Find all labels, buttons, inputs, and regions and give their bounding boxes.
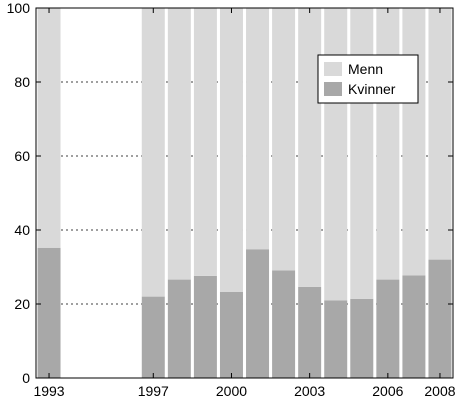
bar-kvinner-1993 <box>37 247 61 378</box>
legend-swatch-kvinner <box>324 82 342 96</box>
bar-menn-2008 <box>428 8 452 260</box>
y-tick-label-100: 100 <box>7 0 31 16</box>
plot-frame <box>35 7 454 379</box>
bar-menn-2003 <box>298 8 322 287</box>
y-tick-label-60: 60 <box>14 148 30 164</box>
x-tick-label-2000: 2000 <box>216 383 247 399</box>
bar-menn-2007 <box>402 8 426 276</box>
bar-kvinner-2008 <box>428 259 452 378</box>
bar-menn-2004 <box>324 8 348 301</box>
bar-menn-1993 <box>37 8 61 248</box>
y-axis-ticks: 0 20 40 60 80 100 <box>7 0 453 386</box>
x-tick-label-2006: 2006 <box>372 383 403 399</box>
y-tick-label-40: 40 <box>14 222 30 238</box>
axes <box>35 7 454 379</box>
bar-menn-2001 <box>246 8 270 250</box>
legend-label-kvinner: Kvinner <box>348 81 396 97</box>
x-tick-label-2003: 2003 <box>294 383 325 399</box>
y-tick-label-0: 0 <box>22 370 30 386</box>
x-tick-label-1997: 1997 <box>138 383 169 399</box>
bar-kvinner-2006 <box>376 279 400 378</box>
bar-menn-1997 <box>141 8 165 297</box>
y-tick-label-80: 80 <box>14 74 30 90</box>
bar-menn-2002 <box>272 8 296 271</box>
bar-menn-1998 <box>167 8 191 280</box>
bar-kvinner-1999 <box>193 275 217 378</box>
legend-swatch-menn <box>324 62 342 76</box>
bar-kvinner-1998 <box>167 279 191 378</box>
x-tick-label-2008: 2008 <box>424 383 455 399</box>
y-tick-label-20: 20 <box>14 296 30 312</box>
legend-label-menn: Menn <box>348 61 383 77</box>
bar-kvinner-2007 <box>402 275 426 378</box>
x-axis-ticks: 1993 1997 2000 2003 2006 2008 <box>33 8 456 399</box>
bar-kvinner-2001 <box>246 249 270 378</box>
bar-menn-2006 <box>376 8 400 280</box>
x-tick-label-1993: 1993 <box>33 383 64 399</box>
legend: Menn Kvinner <box>317 54 419 104</box>
bar-menn-2005 <box>350 8 374 299</box>
bar-kvinner-2002 <box>272 270 296 378</box>
bar-kvinner-2004 <box>324 300 348 378</box>
bar-kvinner-2005 <box>350 298 374 378</box>
bar-kvinner-1997 <box>141 296 165 378</box>
bar-kvinner-2003 <box>298 286 322 378</box>
bar-menn-1999 <box>193 8 217 276</box>
bar-kvinner-2000 <box>219 291 243 378</box>
bar-menn-2000 <box>219 8 243 292</box>
